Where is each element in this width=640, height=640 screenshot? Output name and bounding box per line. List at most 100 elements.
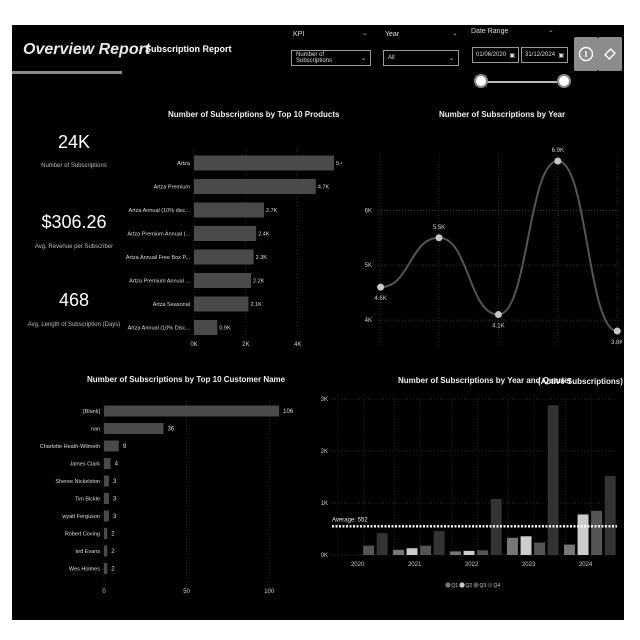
data-label: 6.9K	[552, 148, 564, 154]
bar	[104, 510, 109, 522]
column-q1	[507, 537, 518, 555]
date-end-value: 31/12/2024	[525, 52, 556, 58]
kpi-subscriptions-label: Number of Subscriptions	[41, 163, 107, 169]
category-label: Artza Seasonal	[153, 302, 190, 308]
kpi-select-value: Number of Subscriptions	[296, 52, 333, 64]
calendar-icon[interactable]: ▣	[509, 52, 515, 59]
data-label: 3	[113, 514, 117, 520]
column-q3	[477, 550, 489, 555]
column-q4	[376, 533, 388, 555]
year-select-value: All	[388, 55, 395, 61]
bar	[194, 273, 252, 288]
date-slider-track[interactable]	[480, 81, 564, 83]
kpi-revenue-label: Avg. Revenue per Subscriber	[34, 244, 114, 250]
category-label: Artza	[177, 161, 191, 167]
bar	[194, 202, 264, 218]
data-label: 2.3K	[256, 255, 268, 261]
products-bar-chart: 0K 2K 4K Artza 5.4K Artza Premium 4.7K Artza An…	[126, 148, 342, 348]
date-slider-end-handle[interactable]	[557, 74, 571, 88]
category-label: Artza Premium Annual ...	[129, 279, 190, 285]
data-label: 2.7K	[266, 208, 278, 214]
year-select[interactable]: All ⌄	[383, 50, 459, 66]
bar	[194, 179, 316, 194]
y-tick-label: 4K	[365, 318, 372, 324]
kpi-revenue-value: $306.26	[41, 212, 107, 232]
legend-marker	[459, 582, 465, 588]
bar	[104, 458, 111, 469]
y-tick-label: 2K	[321, 449, 328, 455]
data-point	[554, 157, 562, 165]
quarter-column-chart: 0K 1K 2K 3K 2020 2021 2022 2023 2024 Average: 552…	[321, 395, 617, 589]
column-q4	[604, 475, 616, 555]
chevron-down-icon: ⌄	[448, 55, 454, 62]
kpi-length-label: Avg. Length of Subscription (Days)	[27, 322, 121, 328]
data-label: 5.4K	[336, 161, 342, 167]
data-label: 2.2K	[253, 279, 265, 285]
date-start-value: 01/06/2020	[476, 52, 507, 58]
date-slider-start-handle[interactable]	[474, 74, 488, 88]
category-label: Tim Bickle	[75, 497, 100, 503]
date-range-chevron-icon[interactable]: ⌄	[548, 27, 554, 34]
column-q4	[433, 531, 445, 555]
category-label: wyatt Ferguson	[61, 514, 100, 520]
category-label: nan	[91, 427, 100, 433]
average-label: Average: 552	[332, 517, 368, 523]
chevron-down-icon: ⌄	[360, 55, 366, 62]
category-label: [Blank]	[83, 409, 100, 415]
x-tick-label: 2022	[465, 562, 479, 568]
date-range-label: Date Range	[471, 28, 509, 35]
column-q3	[591, 510, 603, 555]
bar	[104, 475, 109, 487]
category-label: ted Evans	[76, 549, 101, 555]
bar	[194, 249, 254, 265]
year-line-chart: 4K5K6K202020212022202320244.6K5.5K4.1K6.…	[365, 148, 622, 347]
column-q1	[393, 549, 404, 555]
category-label: James Clark	[69, 462, 100, 468]
calendar-icon[interactable]: ▣	[558, 52, 564, 59]
data-label: 2.1K	[250, 302, 262, 308]
x-tick-label: 50	[183, 589, 190, 595]
legend-marker	[445, 582, 451, 588]
kpi-length-value: 468	[58, 290, 90, 310]
column-q2	[406, 548, 418, 555]
kpi-subscriptions-value: 24K	[57, 132, 91, 152]
column-q2	[463, 550, 475, 555]
bar	[104, 493, 109, 504]
data-label: 2	[111, 549, 115, 555]
data-label: 4	[115, 462, 119, 468]
kpi-filter-chevron-icon[interactable]: ⌄	[362, 30, 368, 37]
data-label: 2.4K	[258, 232, 270, 238]
year-chart-title: Number of Subscriptions by Year	[439, 110, 566, 119]
category-label: Artza Annual Free Box P...	[126, 255, 191, 261]
legend-marker	[473, 582, 479, 588]
subscription-report-tab[interactable]: Subscription Report	[145, 44, 232, 54]
column-q1	[564, 544, 575, 555]
title-underline	[12, 71, 122, 74]
y-tick-label: 0K	[321, 553, 328, 559]
info-icon	[578, 46, 594, 62]
column-q4	[547, 405, 559, 555]
column-q3	[420, 545, 432, 555]
eraser-button[interactable]	[598, 37, 622, 71]
data-label: 4.1K	[492, 324, 504, 330]
data-label: 36	[167, 427, 174, 433]
date-start-input[interactable]: 01/06/2020 ▣	[472, 47, 519, 63]
dashboard: Overview Report Subscription Report KPI …	[12, 25, 624, 620]
bar	[104, 545, 108, 557]
year-filter-chevron-icon[interactable]: ⌄	[452, 30, 458, 37]
bar	[104, 423, 164, 434]
bar	[104, 405, 280, 417]
legend-label: Q1	[452, 583, 459, 589]
x-tick-label: 2020	[351, 562, 365, 568]
kpi-select[interactable]: Number of Subscriptions ⌄	[291, 50, 371, 66]
column-q4	[490, 498, 502, 555]
y-tick-label: 1K	[321, 501, 328, 507]
legend-label: Q2	[466, 583, 473, 589]
bar	[194, 226, 257, 241]
legend-marker	[487, 582, 493, 588]
data-label: 4.6K	[374, 296, 386, 302]
info-button[interactable]	[574, 37, 598, 71]
column-q3	[363, 545, 375, 555]
date-end-input[interactable]: 31/12/2024 ▣	[521, 47, 568, 63]
x-tick-label: 0K	[190, 342, 197, 348]
